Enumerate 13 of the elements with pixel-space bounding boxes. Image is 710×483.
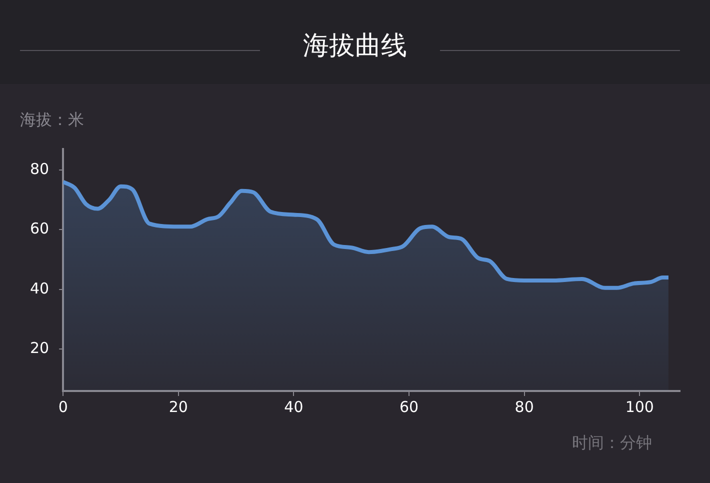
chart-title: 海拔曲线 — [302, 30, 408, 63]
y-axis-title: 海拔：米 — [20, 110, 84, 131]
x-axis-title: 时间：分钟 — [572, 433, 652, 454]
y-tick-label: 20 — [30, 339, 50, 358]
y-tick-label: 40 — [30, 279, 50, 298]
x-tick-label: 40 — [284, 398, 304, 416]
y-tick-label: 60 — [30, 220, 50, 238]
y-tick-label: 80 — [30, 160, 50, 178]
x-tick-label: 0 — [58, 398, 68, 416]
x-tick-label: 80 — [514, 398, 534, 416]
x-tick-label: 100 — [625, 398, 654, 416]
x-tick-label: 60 — [399, 398, 419, 416]
x-tick-label: 20 — [168, 398, 188, 416]
